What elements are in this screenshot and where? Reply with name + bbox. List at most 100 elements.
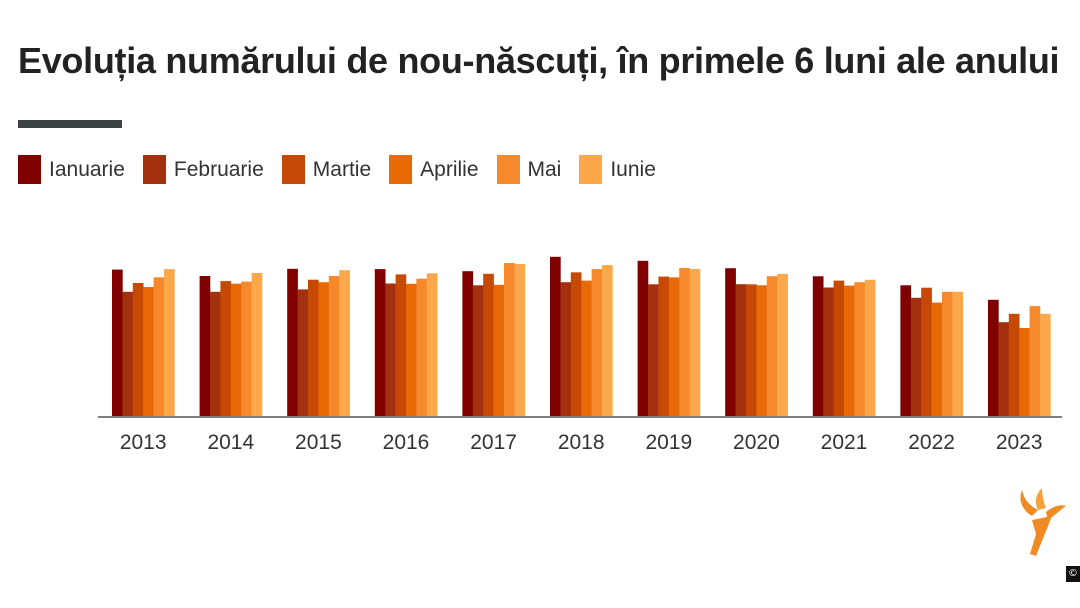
bar-2015-martie [308, 279, 319, 416]
bar-2018-februarie [560, 282, 572, 416]
x-tick-label: 2014 [207, 431, 254, 454]
legend-label: Mai [527, 157, 562, 181]
chart-title: Evoluția numărului de nou-născuți, în pr… [18, 40, 1060, 81]
bar-2019-martie [658, 276, 670, 416]
bar-2016-martie [395, 274, 407, 416]
legend-label: Februarie [173, 157, 264, 181]
bar-2022-februarie [910, 297, 922, 416]
bar-2014-ianuarie [199, 276, 211, 416]
x-tick-label: 2015 [295, 431, 342, 454]
bar-2021-aprilie [844, 285, 855, 416]
legend-item-iunie: Iunie [579, 155, 656, 184]
bar-2017-iunie [514, 264, 526, 416]
bar-2014-mai [241, 281, 252, 416]
bar-2022-martie [921, 287, 932, 416]
bar-2014-februarie [210, 291, 221, 416]
legend-label: Martie [312, 157, 372, 181]
bar-2016-aprilie [406, 283, 417, 416]
bar-2023-iunie [1040, 313, 1051, 416]
legend-item-aprilie: Aprilie [389, 155, 479, 184]
bar-2016-februarie [385, 283, 396, 416]
chart-legend: Ianuarie Februarie Martie Aprilie Mai Iu… [18, 155, 656, 184]
bar-2019-ianuarie [637, 260, 649, 416]
bar-2017-februarie [472, 285, 484, 416]
bar-2019-iunie [689, 269, 701, 416]
bar-2020-ianuarie [725, 268, 736, 416]
x-tick-label: 2018 [558, 431, 605, 454]
bar-2021-ianuarie [812, 276, 824, 416]
bar-2019-februarie [648, 284, 659, 416]
bar-2013-iunie [164, 269, 175, 416]
bar-2020-martie [746, 284, 757, 416]
legend-label: Aprilie [420, 157, 479, 181]
bar-2018-mai [591, 269, 603, 416]
bar-2014-martie [220, 281, 232, 416]
bar-2017-mai [504, 263, 515, 416]
bar-2015-mai [328, 276, 340, 416]
bar-2014-iunie [251, 273, 263, 416]
legend-swatch [18, 155, 41, 184]
bar-2022-mai [942, 291, 953, 416]
bar-2015-februarie [297, 289, 309, 416]
x-tick-label: 2016 [383, 431, 430, 454]
bar-2021-februarie [823, 287, 834, 416]
title-underline [18, 120, 122, 128]
bar-2016-ianuarie [374, 269, 386, 416]
bar-2018-ianuarie [550, 256, 561, 416]
x-tick-label: 2021 [821, 431, 868, 454]
bar-2019-mai [679, 268, 690, 416]
bar-2022-ianuarie [900, 285, 912, 416]
bar-2023-martie [1008, 313, 1020, 416]
bar-2021-iunie [864, 279, 876, 416]
bar-2023-mai [1029, 306, 1041, 416]
bar-2017-aprilie [493, 284, 505, 416]
bar-2023-februarie [998, 322, 1010, 416]
bar-2020-aprilie [756, 285, 768, 416]
bar-2018-aprilie [581, 280, 592, 416]
logo-torch-handle [1030, 516, 1052, 556]
bar-2022-aprilie [931, 302, 943, 416]
legend-swatch [389, 155, 413, 184]
bar-2014-aprilie [230, 283, 242, 416]
x-tick-label: 2020 [733, 431, 780, 454]
legend-item-ianuarie: Ianuarie [18, 155, 125, 184]
legend-item-februarie: Februarie [142, 155, 264, 184]
bar-2023-ianuarie [988, 299, 999, 416]
bar-2015-ianuarie [287, 268, 298, 416]
logo-flame-left [1020, 490, 1038, 516]
x-tick-label: 2023 [996, 431, 1043, 454]
bar-2020-iunie [777, 273, 788, 416]
legend-swatch [496, 155, 520, 184]
bar-2017-martie [483, 273, 494, 416]
legend-swatch [281, 155, 305, 184]
logo-flame-center [1035, 488, 1046, 510]
rfe-rl-logo [1020, 488, 1066, 556]
legend-item-martie: Martie [281, 155, 372, 184]
legend-swatch [142, 155, 166, 184]
x-tick-label: 2013 [120, 431, 167, 454]
bar-2013-aprilie [143, 287, 154, 416]
legend-label: Ianuarie [49, 157, 125, 181]
bar-2018-iunie [602, 265, 613, 416]
legend-label: Iunie [610, 157, 656, 181]
bar-2019-aprilie [668, 277, 680, 416]
copyright-badge: © [1066, 566, 1080, 582]
bar-2013-mai [153, 277, 165, 416]
bar-2015-aprilie [318, 282, 330, 416]
bar-2013-februarie [122, 291, 134, 416]
bar-2023-aprilie [1019, 328, 1030, 416]
bar-2013-ianuarie [112, 269, 123, 416]
bar-2020-mai [766, 276, 778, 416]
x-tick-label: 2019 [645, 431, 692, 454]
bar-2013-martie [132, 283, 144, 416]
x-tick-label: 2017 [470, 431, 517, 454]
bar-2016-mai [416, 278, 428, 416]
bar-2021-mai [854, 282, 866, 416]
bar-2016-iunie [426, 273, 438, 416]
bar-2022-iunie [952, 291, 964, 416]
bar-2017-ianuarie [462, 271, 474, 416]
legend-swatch [579, 155, 603, 184]
bar-2020-februarie [735, 284, 747, 416]
x-tick-label: 2022 [908, 431, 955, 454]
